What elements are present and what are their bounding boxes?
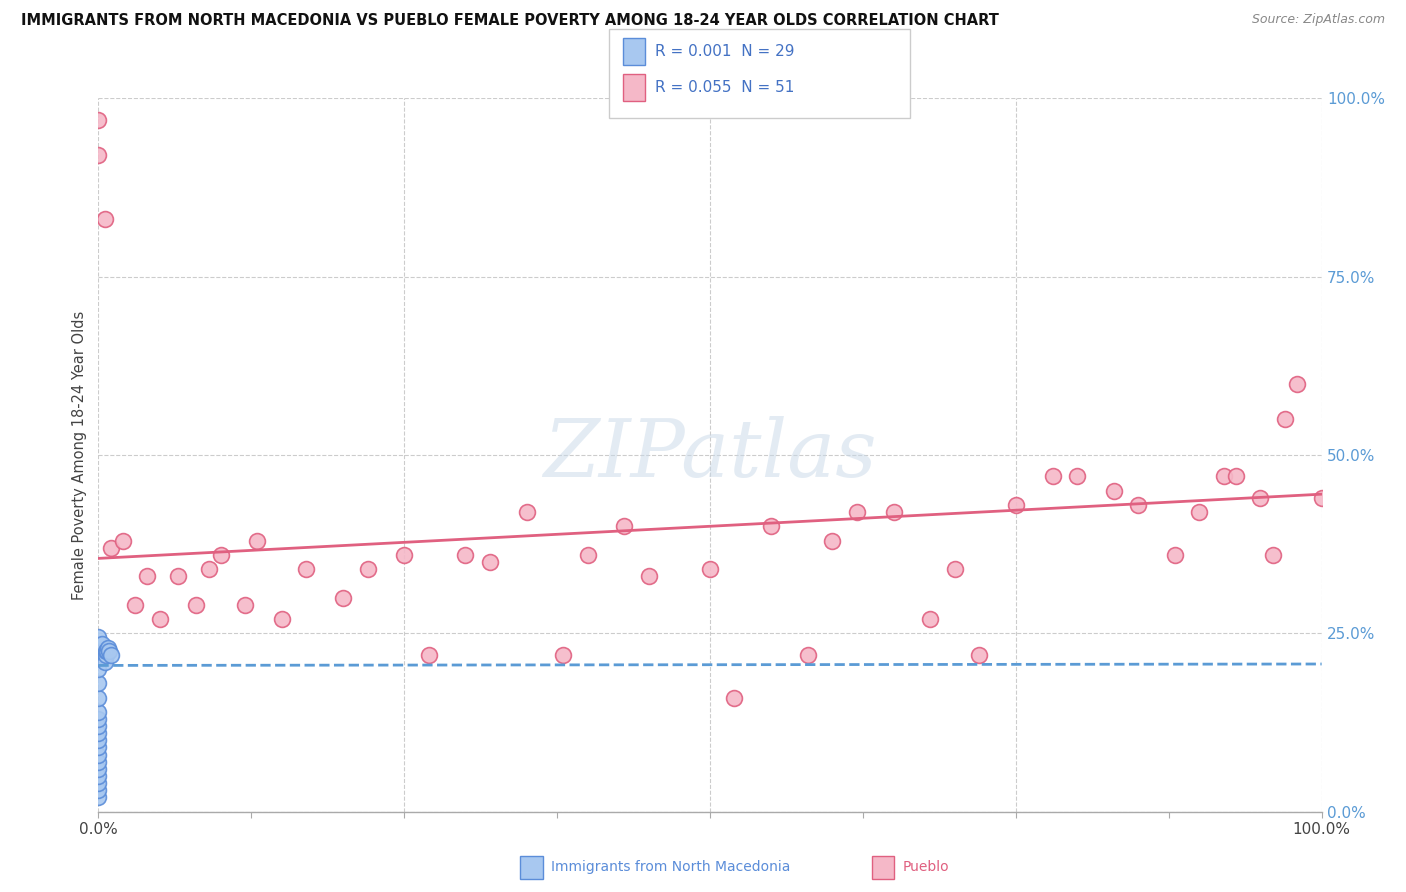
Point [87,783,110,797]
Point [553,648,575,662]
Point [87,651,110,665]
Point [613,519,636,533]
Point [967,648,990,662]
Point [97,640,120,655]
Point [943,562,966,576]
Point [1261,548,1284,562]
Point [87,676,110,690]
Point [233,598,256,612]
Point [94,644,117,658]
Point [87,644,110,658]
Point [699,562,721,576]
Point [100,648,122,662]
Point [723,690,745,705]
Point [1310,491,1333,505]
Point [576,548,599,562]
Point [845,505,868,519]
Point [332,591,354,605]
Point [295,562,318,576]
Text: R = 0.055  N = 51: R = 0.055 N = 51 [655,80,794,95]
Point [93,655,115,669]
Point [246,533,269,548]
Text: IMMIGRANTS FROM NORTH MACEDONIA VS PUEBLO FEMALE POVERTY AMONG 18-24 YEAR OLDS C: IMMIGRANTS FROM NORTH MACEDONIA VS PUEBL… [21,13,1000,29]
Point [87,712,110,726]
Point [87,726,110,740]
Point [87,776,110,790]
Point [87,755,110,769]
Point [418,648,440,662]
Point [111,533,134,548]
Point [87,148,110,162]
Point [91,637,114,651]
Point [883,505,905,519]
Point [87,637,110,651]
Point [167,569,190,583]
Text: R = 0.001  N = 29: R = 0.001 N = 29 [655,45,794,59]
Point [87,630,110,644]
Point [1164,548,1187,562]
Point [478,555,501,569]
Point [761,519,783,533]
Point [1286,376,1309,391]
Text: Pueblo: Pueblo [903,860,949,874]
Point [638,569,661,583]
Point [186,598,208,612]
Point [87,662,110,676]
Point [136,569,159,583]
Text: Immigrants from North Macedonia: Immigrants from North Macedonia [551,860,790,874]
Text: ZIPatlas: ZIPatlas [543,417,877,493]
Point [87,705,110,719]
Y-axis label: Female Poverty Among 18-24 Year Olds: Female Poverty Among 18-24 Year Olds [72,310,87,599]
Point [920,612,942,626]
Point [96,644,118,658]
Point [454,548,477,562]
Point [1004,498,1026,512]
Point [1225,469,1247,483]
Point [124,598,146,612]
Point [1188,505,1211,519]
Point [87,762,110,776]
Point [1066,469,1088,483]
Point [1042,469,1064,483]
Point [797,648,820,662]
Point [1102,483,1125,498]
Point [100,541,122,555]
Point [1249,491,1271,505]
Point [87,733,110,747]
Point [149,612,172,626]
Point [1128,498,1150,512]
Point [392,548,416,562]
Point [87,740,110,755]
Point [87,690,110,705]
Point [93,212,115,227]
Point [98,644,121,658]
Point [94,648,117,662]
Point [87,769,110,783]
Point [821,533,844,548]
Point [1212,469,1234,483]
Point [1274,412,1296,426]
Point [270,612,294,626]
Point [87,747,110,762]
Point [87,790,110,805]
Point [209,548,232,562]
Point [91,648,114,662]
Text: Source: ZipAtlas.com: Source: ZipAtlas.com [1251,13,1385,27]
Point [515,505,537,519]
Point [356,562,378,576]
Point [87,719,110,733]
Point [197,562,219,576]
Point [87,112,110,127]
